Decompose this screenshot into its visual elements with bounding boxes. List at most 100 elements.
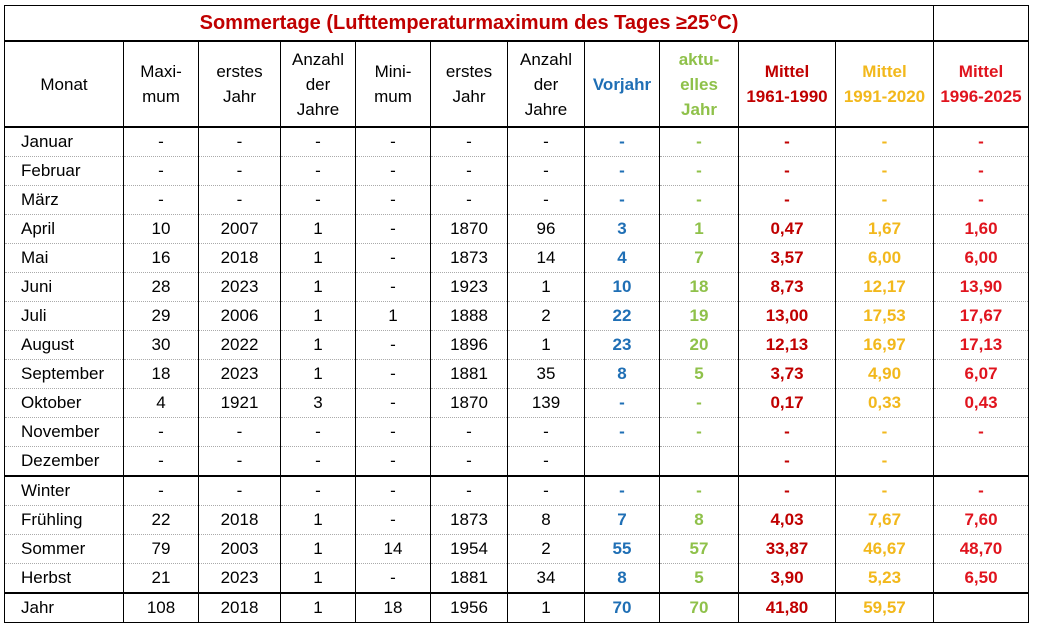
value-cell: 1: [280, 330, 356, 360]
table-row: April 10 2007 1-1870 96 3 1 0,47 1,67 1,60: [4, 214, 1029, 244]
value-cell: -: [507, 446, 585, 477]
value-cell: 8: [584, 359, 660, 389]
value-cell: -: [835, 446, 934, 477]
month-cell: Sommer: [4, 534, 124, 564]
value-cell: -: [123, 185, 199, 215]
value-cell: -: [584, 185, 660, 215]
value-cell: 1: [507, 593, 585, 623]
value-cell: 1873: [430, 243, 508, 273]
value-cell: 1: [280, 243, 356, 273]
value-cell: -: [198, 127, 281, 157]
value-cell: -: [355, 476, 431, 506]
value-cell: 1: [355, 301, 431, 331]
value-cell: 1923: [430, 272, 508, 302]
value-cell: 4,90: [835, 359, 934, 389]
header-erstes-jahr-max: erstes Jahr: [198, 41, 281, 128]
value-cell: 1: [507, 272, 585, 302]
value-cell: 108: [123, 593, 199, 623]
value-cell: 6,50: [933, 563, 1029, 594]
table-row: Dezember - - - - - - - -: [4, 446, 1029, 477]
value-cell: 18: [659, 272, 739, 302]
value-cell: 79: [123, 534, 199, 564]
value-cell: -: [355, 156, 431, 186]
header-line: Mittel: [764, 62, 810, 81]
month-cell: März: [4, 185, 124, 215]
value-cell: 16,97: [835, 330, 934, 360]
value-cell: 1896: [430, 330, 508, 360]
table-row: März - - - - - - - - - - -: [4, 185, 1029, 215]
value-cell: 17,13: [933, 330, 1029, 360]
value-cell: -: [738, 185, 836, 215]
value-cell: -: [430, 156, 508, 186]
header-line: erstes: [445, 62, 493, 81]
value-cell: -: [584, 476, 660, 506]
header-line: elles: [680, 74, 718, 94]
value-cell: -: [430, 417, 508, 447]
value-cell: 1: [280, 534, 356, 564]
sommertage-table: Sommertage (Lufttemperaturmaximum des Ta…: [4, 5, 1029, 623]
value-cell: 2018: [198, 593, 281, 623]
value-cell: 2003: [198, 534, 281, 564]
value-cell: 96: [507, 214, 585, 244]
value-cell: 12,13: [738, 330, 836, 360]
value-cell: 17,67: [933, 301, 1029, 331]
value-cell: 1921: [198, 388, 281, 418]
value-cell: 2023: [198, 563, 281, 594]
month-cell: Jahr: [4, 593, 124, 623]
value-cell: -: [507, 156, 585, 186]
value-cell: 1873: [430, 505, 508, 535]
header-line: Anzahl: [292, 49, 344, 69]
value-cell: -: [355, 330, 431, 360]
value-cell: 2: [507, 534, 585, 564]
value-cell: -: [198, 417, 281, 447]
value-cell: 1,60: [933, 214, 1029, 244]
value-cell: -: [659, 127, 739, 157]
value-cell: 6,07: [933, 359, 1029, 389]
value-cell: -: [123, 476, 199, 506]
value-cell: 6,00: [835, 243, 934, 273]
table-title: Sommertage (Lufttemperaturmaximum des Ta…: [4, 5, 934, 42]
month-cell: Juni: [4, 272, 124, 302]
value-cell: 3,73: [738, 359, 836, 389]
value-cell: -: [355, 185, 431, 215]
header-line: Vorjahr: [592, 74, 652, 94]
value-cell: -: [355, 388, 431, 418]
value-cell: -: [659, 417, 739, 447]
value-cell: 33,87: [738, 534, 836, 564]
value-cell: -: [738, 476, 836, 506]
value-cell: 2022: [198, 330, 281, 360]
value-cell: -: [584, 156, 660, 186]
value-cell: 2: [507, 301, 585, 331]
value-cell: [659, 446, 739, 477]
value-cell: -: [430, 185, 508, 215]
value-cell: 7: [584, 505, 660, 535]
value-cell: -: [933, 127, 1029, 157]
value-cell: 5,23: [835, 563, 934, 594]
header-line: Anzahl: [520, 49, 572, 69]
value-cell: 16: [123, 243, 199, 273]
table-row: Mai 16 2018 1-1873 14 4 7 3,57 6,00 6,00: [4, 243, 1029, 273]
value-cell: 1881: [430, 563, 508, 594]
value-cell: 21: [123, 563, 199, 594]
table-row: September 18 2023 1-1881 35 8 5 3,73 4,90 6,07: [4, 359, 1029, 389]
value-cell: 2023: [198, 359, 281, 389]
header-line: Jahre: [296, 99, 340, 119]
value-cell: -: [584, 388, 660, 418]
value-cell: 1: [280, 301, 356, 331]
header-monat: Monat: [4, 41, 124, 128]
header-line: aktu-: [678, 49, 720, 69]
header-mittel-1961-1990: Mittel 1961-1990: [738, 41, 836, 128]
table-row: Januar - - - - - - - - - - -: [4, 127, 1029, 157]
value-cell: 1: [280, 505, 356, 535]
value-cell: -: [280, 446, 356, 477]
month-cell: Januar: [4, 127, 124, 157]
value-cell: -: [355, 563, 431, 594]
value-cell: 70: [659, 593, 739, 623]
value-cell: 4: [123, 388, 199, 418]
value-cell: 8: [584, 563, 660, 594]
value-cell: -: [355, 214, 431, 244]
header-line: 1991-2020: [843, 87, 926, 106]
value-cell: -: [355, 359, 431, 389]
value-cell: 12,17: [835, 272, 934, 302]
header-vorjahr: Vorjahr: [584, 41, 660, 128]
